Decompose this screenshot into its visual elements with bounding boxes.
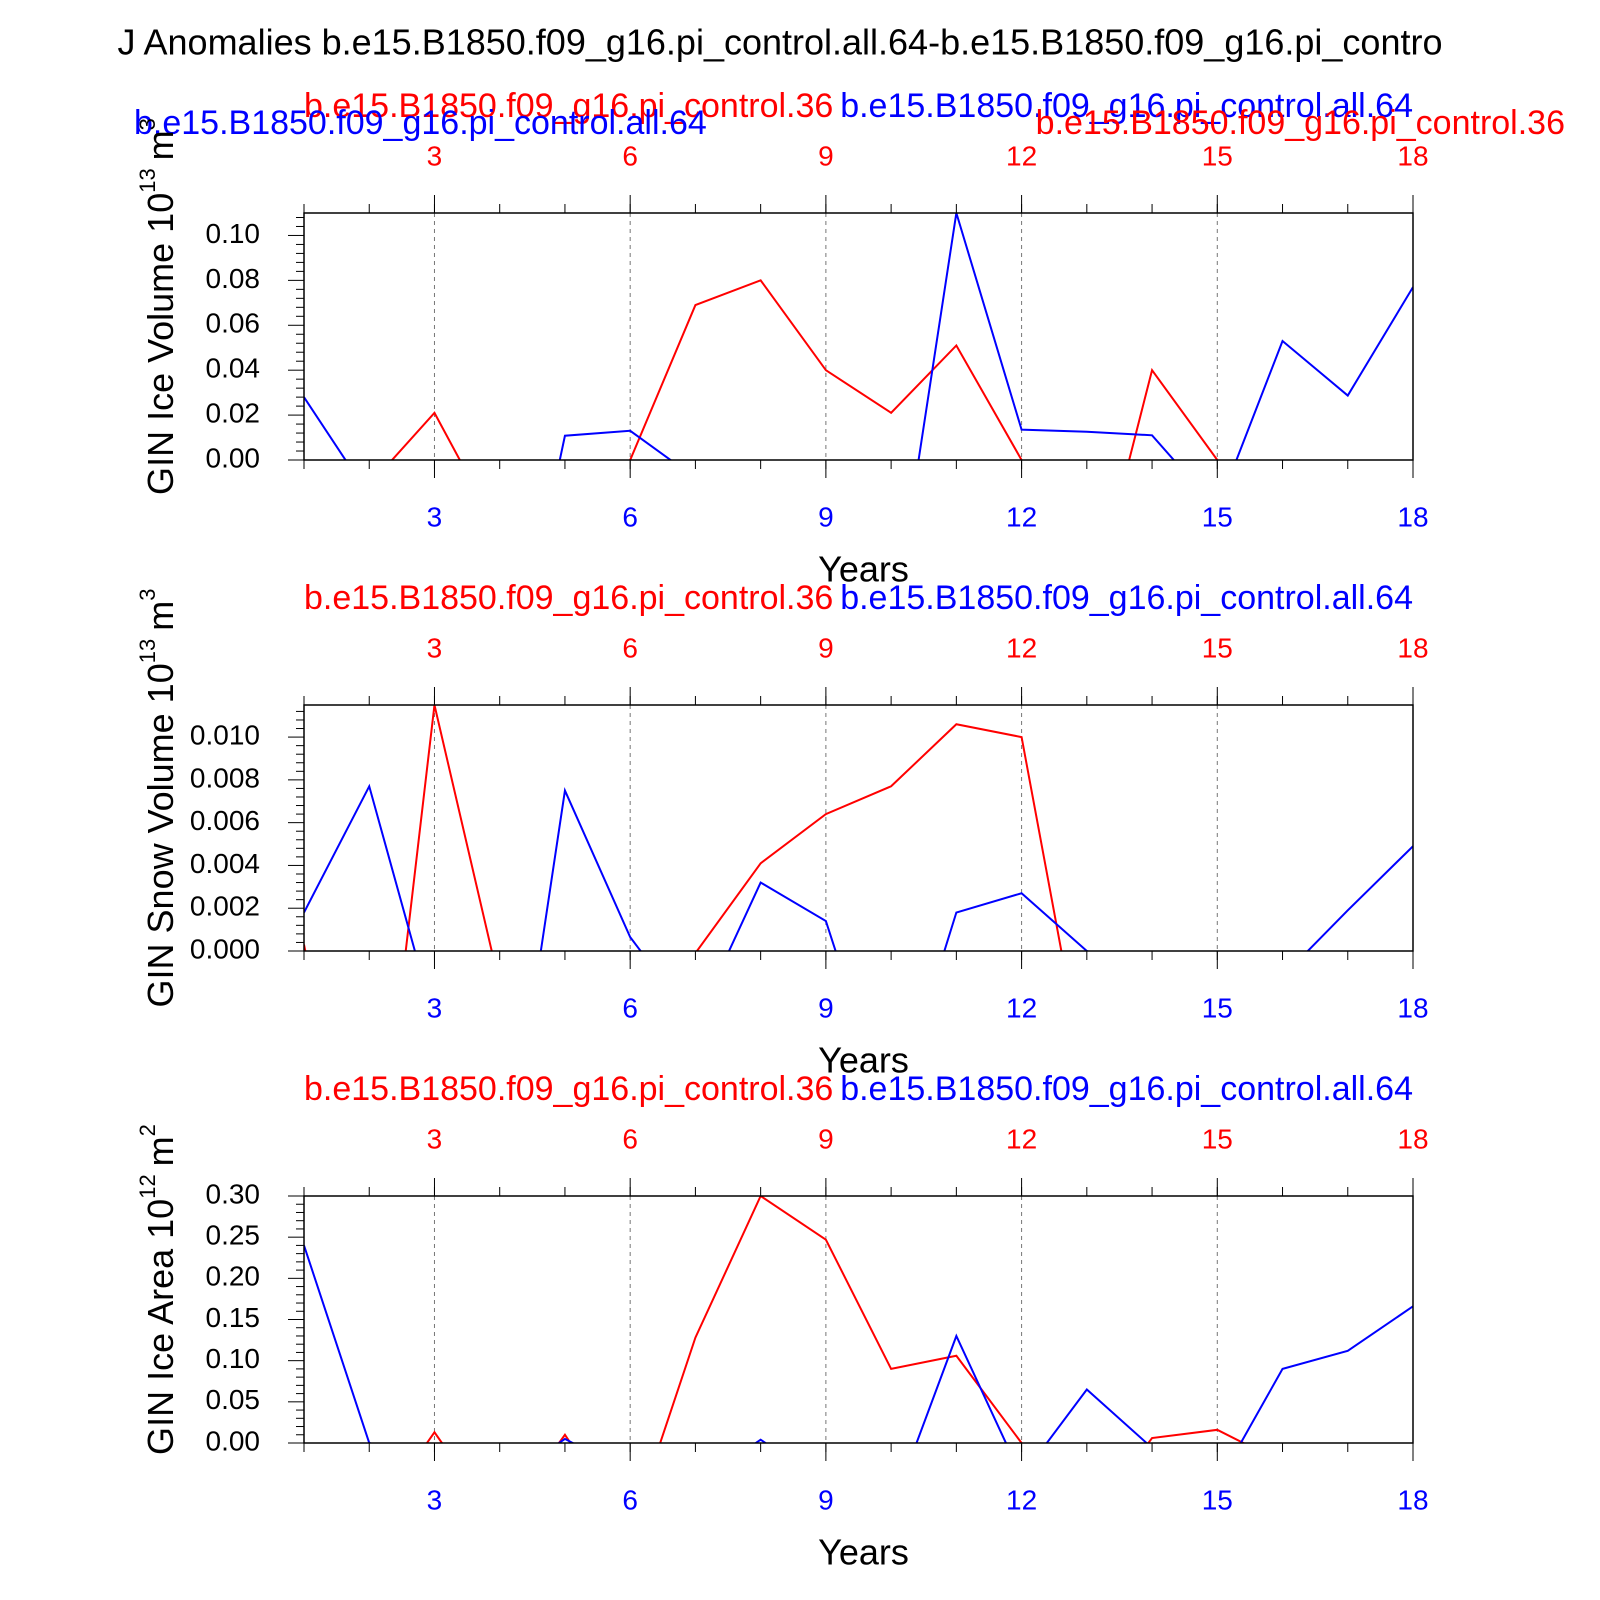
left-string: b.e15.B1850.f09_g16.pi_control.all.64 bbox=[134, 104, 707, 142]
x-tick-label: 15 bbox=[1202, 1484, 1233, 1515]
y-tick-label: 0.008 bbox=[190, 762, 260, 793]
y-axis-label-unit-exponent: 3 bbox=[135, 589, 160, 601]
x-tick-label: 9 bbox=[818, 501, 834, 532]
y-tick-label: 0.15 bbox=[206, 1302, 261, 1333]
x-tick-label: 3 bbox=[427, 1484, 443, 1515]
plot-frame bbox=[303, 704, 1414, 952]
y-axis-label-exponent: 12 bbox=[135, 1174, 160, 1198]
y-tick-label: 0.002 bbox=[190, 891, 260, 922]
x2-tick-label: 9 bbox=[818, 140, 834, 171]
x2-tick-label: 3 bbox=[427, 632, 443, 663]
y-axis-label-text: GIN Snow Volume 10 bbox=[140, 663, 181, 1007]
y-tick-label: 0.006 bbox=[190, 805, 260, 836]
y-axis-label-unit: m bbox=[140, 601, 181, 631]
y-tick-label: 0.06 bbox=[206, 308, 261, 339]
series-line bbox=[304, 213, 1413, 460]
series-line bbox=[304, 705, 1063, 951]
x-axis-label: Years bbox=[818, 1532, 909, 1573]
x2-tick-label: 12 bbox=[1006, 632, 1037, 663]
x2-tick-label: 6 bbox=[622, 632, 638, 663]
right-string: b.e15.B1850.f09_g16.pi_control.36 bbox=[1036, 104, 1565, 142]
series-line bbox=[425, 1196, 1246, 1443]
x-tick-label: 6 bbox=[622, 501, 638, 532]
y-tick-label: 0.00 bbox=[206, 1425, 261, 1456]
x2-tick-label: 15 bbox=[1202, 140, 1233, 171]
y-tick-label: 0.00 bbox=[206, 442, 261, 473]
x-tick-label: 6 bbox=[622, 992, 638, 1023]
y-axis-label-unit-exponent: 2 bbox=[135, 1124, 160, 1136]
x2-tick-label: 9 bbox=[818, 1123, 834, 1154]
y-tick-label: 0.04 bbox=[206, 353, 261, 384]
left-string: b.e15.B1850.f09_g16.pi_control.36 bbox=[304, 1070, 833, 1108]
y-tick-label: 0.10 bbox=[206, 218, 261, 249]
plot-frame bbox=[303, 1195, 1414, 1444]
series-line bbox=[304, 783, 1413, 951]
y-tick-label: 0.05 bbox=[206, 1384, 261, 1415]
y-tick-label: 0.10 bbox=[206, 1343, 261, 1374]
x-tick-label: 12 bbox=[1006, 501, 1037, 532]
x-tick-label: 18 bbox=[1397, 501, 1428, 532]
right-string: b.e15.B1850.f09_g16.pi_control.all.64 bbox=[840, 87, 1413, 125]
x-tick-label: 18 bbox=[1397, 1484, 1428, 1515]
x-axis-label: Years bbox=[818, 1040, 909, 1081]
x-tick-label: 15 bbox=[1202, 501, 1233, 532]
x-tick-label: 3 bbox=[427, 501, 443, 532]
left-string: b.e15.B1850.f09_g16.pi_control.36 bbox=[304, 87, 833, 125]
right-string: b.e15.B1850.f09_g16.pi_control.all.64 bbox=[840, 579, 1413, 617]
chart-title: J Anomalies b.e15.B1850.f09_g16.pi_contr… bbox=[118, 22, 1443, 63]
x-tick-label: 3 bbox=[427, 992, 443, 1023]
x2-tick-label: 15 bbox=[1202, 632, 1233, 663]
y-axis-label-unit-exponent: 3 bbox=[135, 118, 160, 130]
y-axis-label-exponent: 13 bbox=[135, 168, 160, 192]
x2-tick-label: 15 bbox=[1202, 1123, 1233, 1154]
y-axis-label-unit: m bbox=[140, 1136, 181, 1166]
left-string: b.e15.B1850.f09_g16.pi_control.36 bbox=[304, 579, 833, 617]
y-tick-label: 0.08 bbox=[206, 263, 261, 294]
y-tick-label: 0.30 bbox=[206, 1178, 261, 1209]
x2-tick-label: 18 bbox=[1397, 1123, 1428, 1154]
right-string: b.e15.B1850.f09_g16.pi_control.all.64 bbox=[840, 1070, 1413, 1108]
x2-tick-label: 6 bbox=[622, 1123, 638, 1154]
x-tick-label: 12 bbox=[1006, 1484, 1037, 1515]
x2-tick-label: 18 bbox=[1397, 140, 1428, 171]
x2-tick-label: 9 bbox=[818, 632, 834, 663]
y-axis-label-text: GIN Ice Area 10 bbox=[140, 1199, 181, 1455]
x2-tick-label: 3 bbox=[427, 1123, 443, 1154]
series-line bbox=[304, 1245, 1413, 1443]
x-tick-label: 6 bbox=[622, 1484, 638, 1515]
x2-tick-label: 18 bbox=[1397, 632, 1428, 663]
y-axis-label: GIN Ice Area 1012 m2 bbox=[135, 1124, 181, 1455]
y-tick-label: 0.000 bbox=[190, 933, 260, 964]
y-axis-label-text: GIN Ice Volume 10 bbox=[140, 193, 181, 495]
y-axis-label: GIN Ice Volume 1013 m3 bbox=[135, 118, 181, 495]
y-axis-label-unit: m bbox=[140, 130, 181, 160]
y-tick-label: 0.20 bbox=[206, 1261, 261, 1292]
y-tick-label: 0.004 bbox=[190, 848, 260, 879]
x2-tick-label: 6 bbox=[622, 140, 638, 171]
y-tick-label: 0.010 bbox=[190, 719, 260, 750]
y-tick-label: 0.25 bbox=[206, 1220, 261, 1251]
x2-tick-label: 12 bbox=[1006, 140, 1037, 171]
y-axis-label: GIN Snow Volume 1013 m3 bbox=[135, 589, 181, 1008]
x-axis-label: Years bbox=[818, 549, 909, 590]
x2-tick-label: 3 bbox=[427, 140, 443, 171]
y-axis-label-exponent: 13 bbox=[135, 639, 160, 663]
x-tick-label: 9 bbox=[818, 992, 834, 1023]
x-tick-label: 9 bbox=[818, 1484, 834, 1515]
x-tick-label: 15 bbox=[1202, 992, 1233, 1023]
x-tick-label: 12 bbox=[1006, 992, 1037, 1023]
x-tick-label: 18 bbox=[1397, 992, 1428, 1023]
y-tick-label: 0.02 bbox=[206, 397, 261, 428]
plot-frame bbox=[303, 212, 1414, 461]
series-line bbox=[390, 279, 1220, 460]
x2-tick-label: 12 bbox=[1006, 1123, 1037, 1154]
